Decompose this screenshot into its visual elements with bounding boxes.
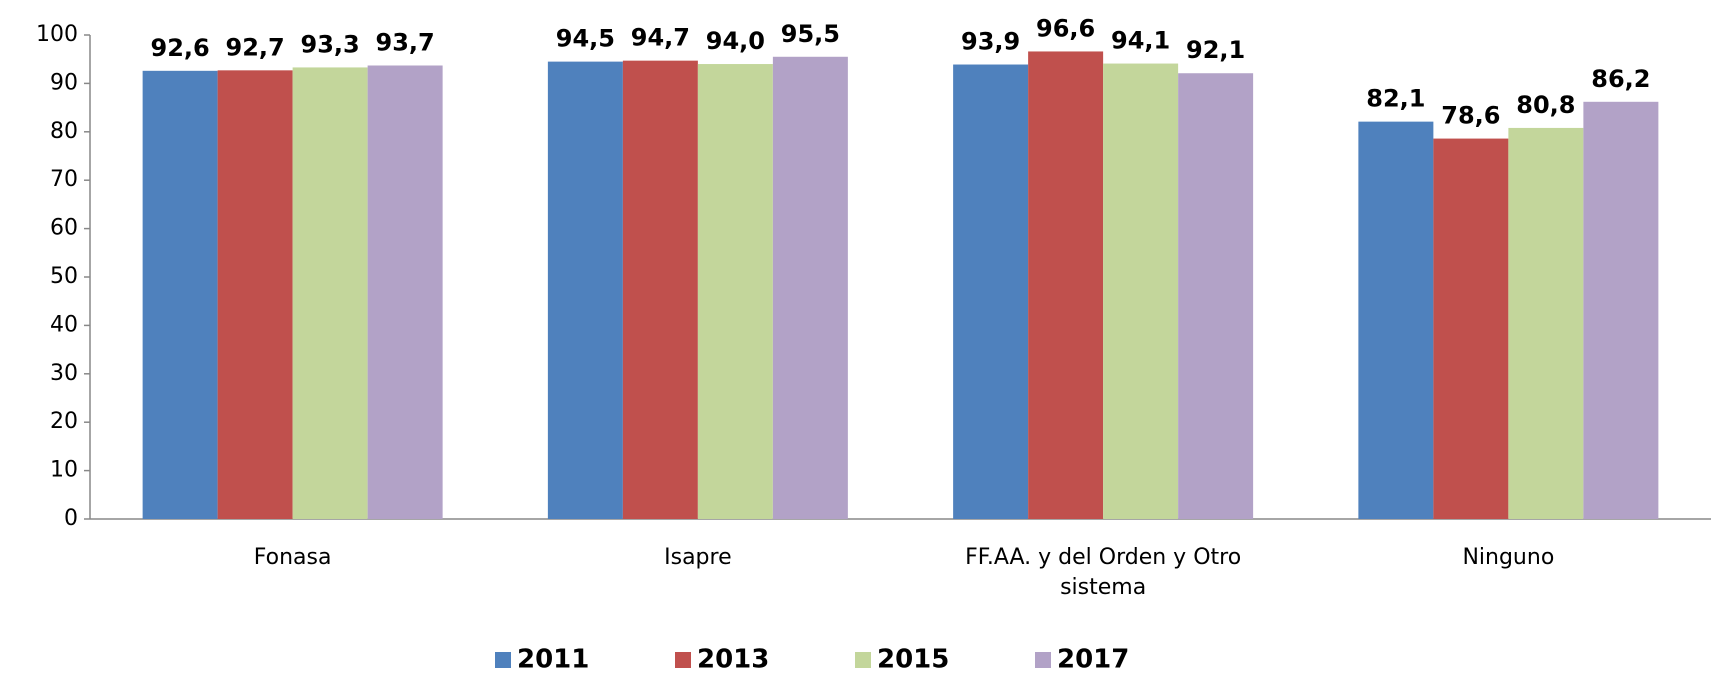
legend-label: 2011 bbox=[517, 645, 589, 675]
data-label: 94,7 bbox=[631, 24, 690, 52]
data-label: 86,2 bbox=[1591, 65, 1650, 93]
bar bbox=[1103, 63, 1179, 519]
data-label: 92,7 bbox=[226, 33, 285, 61]
bar bbox=[367, 65, 443, 519]
legend-swatch bbox=[1035, 652, 1051, 668]
data-label: 92,6 bbox=[151, 34, 210, 62]
data-label: 96,6 bbox=[1036, 14, 1095, 42]
bar bbox=[953, 64, 1029, 520]
x-tick-label: Isapre bbox=[664, 545, 732, 570]
bar bbox=[142, 70, 218, 519]
data-label: 95,5 bbox=[781, 20, 840, 48]
data-label: 93,7 bbox=[376, 28, 435, 56]
data-label: 78,6 bbox=[1441, 102, 1500, 130]
data-label: 82,1 bbox=[1366, 85, 1425, 113]
bar bbox=[1178, 73, 1254, 520]
bar bbox=[1358, 121, 1434, 520]
y-tick-label: 50 bbox=[50, 264, 78, 289]
y-tick-label: 20 bbox=[50, 409, 78, 434]
y-tick-label: 90 bbox=[50, 70, 78, 95]
legend-swatch bbox=[855, 652, 871, 668]
y-tick-label: 10 bbox=[50, 458, 78, 483]
y-tick-label: 70 bbox=[50, 167, 78, 192]
y-tick-label: 30 bbox=[50, 361, 78, 386]
y-tick-label: 40 bbox=[50, 312, 78, 337]
data-label: 80,8 bbox=[1516, 91, 1575, 119]
legend-label: 2015 bbox=[877, 645, 949, 675]
x-tick-label: Ninguno bbox=[1462, 545, 1555, 570]
bar bbox=[622, 60, 698, 519]
bar bbox=[547, 61, 623, 520]
y-tick-label: 0 bbox=[64, 506, 78, 531]
x-tick-label: FF.AA. y del Orden y Otro sistema bbox=[965, 545, 1242, 600]
legend-label: 2017 bbox=[1057, 645, 1129, 675]
data-label: 94,1 bbox=[1111, 27, 1170, 55]
bar bbox=[1433, 138, 1509, 520]
bar bbox=[1028, 51, 1104, 520]
legend-swatch bbox=[675, 652, 691, 668]
legend-label: 2013 bbox=[697, 645, 769, 675]
x-tick-label: Fonasa bbox=[253, 545, 332, 570]
bar bbox=[1583, 101, 1659, 520]
data-label: 94,5 bbox=[556, 25, 615, 53]
bar bbox=[292, 67, 368, 519]
data-label: 93,3 bbox=[301, 30, 360, 58]
y-tick-label: 60 bbox=[50, 216, 78, 241]
data-label: 92,1 bbox=[1186, 36, 1245, 64]
y-tick-label: 100 bbox=[36, 22, 78, 47]
bar bbox=[1508, 127, 1584, 519]
data-label: 94,0 bbox=[706, 27, 765, 55]
bar bbox=[697, 64, 773, 519]
y-tick-label: 80 bbox=[50, 119, 78, 144]
bar bbox=[772, 56, 848, 519]
legend-swatch bbox=[495, 652, 511, 668]
bar bbox=[217, 70, 293, 519]
data-label: 93,9 bbox=[961, 28, 1020, 56]
